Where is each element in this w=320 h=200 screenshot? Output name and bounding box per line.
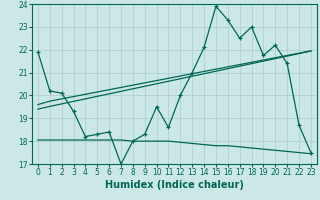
X-axis label: Humidex (Indice chaleur): Humidex (Indice chaleur): [105, 180, 244, 190]
